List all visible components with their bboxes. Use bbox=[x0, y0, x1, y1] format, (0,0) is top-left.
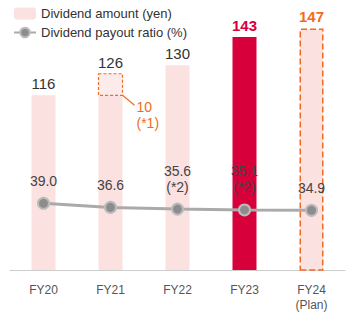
svg-text:Dividend amount (yen): Dividend amount (yen) bbox=[41, 6, 172, 21]
svg-text:FY23: FY23 bbox=[230, 283, 259, 297]
svg-text:143: 143 bbox=[232, 17, 257, 34]
svg-text:39.0: 39.0 bbox=[30, 173, 57, 189]
svg-text:FY21: FY21 bbox=[96, 283, 125, 297]
svg-text:FY22: FY22 bbox=[163, 283, 192, 297]
svg-text:(*2): (*2) bbox=[166, 179, 189, 195]
svg-text:(Plan): (Plan) bbox=[295, 298, 327, 312]
svg-text:34.9: 34.9 bbox=[298, 180, 325, 196]
svg-text:FY24: FY24 bbox=[297, 283, 326, 297]
svg-text:10: 10 bbox=[137, 99, 153, 115]
svg-text:(*1): (*1) bbox=[137, 115, 160, 131]
svg-text:Dividend payout ratio (%): Dividend payout ratio (%) bbox=[41, 25, 187, 40]
svg-text:36.6: 36.6 bbox=[97, 177, 124, 193]
svg-text:130: 130 bbox=[165, 45, 190, 62]
svg-text:126: 126 bbox=[98, 54, 123, 71]
svg-text:116: 116 bbox=[32, 75, 56, 92]
svg-text:147: 147 bbox=[299, 8, 324, 25]
svg-text:FY20: FY20 bbox=[29, 283, 58, 297]
svg-text:(*2): (*2) bbox=[233, 179, 256, 195]
svg-text:35.6: 35.6 bbox=[164, 163, 191, 179]
svg-text:35.1: 35.1 bbox=[231, 163, 258, 179]
